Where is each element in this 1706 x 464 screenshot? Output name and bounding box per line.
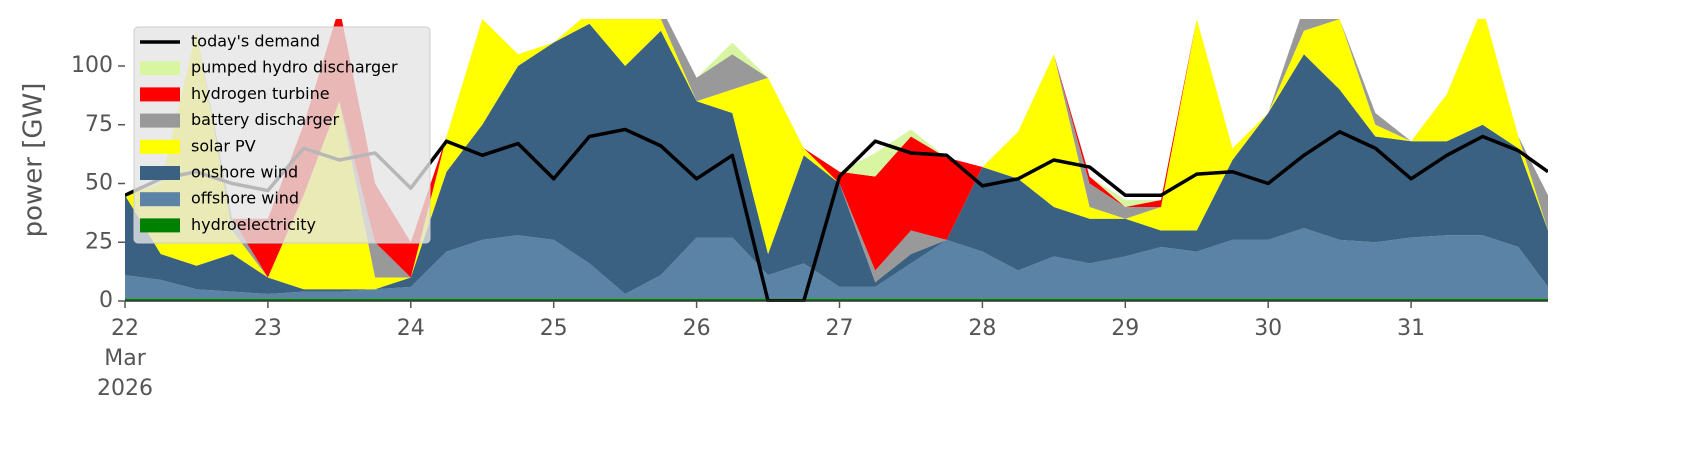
legend-handle xyxy=(140,113,180,128)
y-tick-label: 50 xyxy=(85,171,113,196)
x-tick-label: 30 xyxy=(1254,316,1282,341)
x-tick-label: 25 xyxy=(540,316,568,341)
y-tick-label: 75 xyxy=(85,112,113,137)
legend-label: today's demand xyxy=(191,32,320,51)
legend-label: hydrogen turbine xyxy=(191,84,330,103)
x-tick-label: 26 xyxy=(683,316,711,341)
x-tick-label: 28 xyxy=(968,316,996,341)
legend-label: hydroelectricity xyxy=(191,215,316,234)
y-tick-label: 0 xyxy=(99,288,113,313)
y-axis-label: power [GW] xyxy=(19,83,49,238)
legend-label: pumped hydro discharger xyxy=(191,58,398,77)
area-5 xyxy=(125,23,1548,294)
legend-handle xyxy=(140,192,180,207)
legend-handle xyxy=(140,61,180,76)
x-tick-label: 29 xyxy=(1111,316,1139,341)
legend-label: battery discharger xyxy=(191,110,339,129)
x-tick-label: 31 xyxy=(1397,316,1425,341)
x-tick-label: 23 xyxy=(254,316,282,341)
x-tick-label: 22 xyxy=(111,316,139,341)
x-tick-label: 27 xyxy=(826,316,854,341)
legend-box xyxy=(133,26,431,244)
legend-label: onshore wind xyxy=(191,163,298,182)
x-date-label: 2026 xyxy=(97,376,153,401)
x-date-label: Mar xyxy=(104,346,146,371)
area-6 xyxy=(125,228,1548,299)
legend-label: solar PV xyxy=(191,136,256,155)
x-tick-label: 24 xyxy=(397,316,425,341)
legend-label: offshore wind xyxy=(191,189,299,208)
legend-handle xyxy=(140,218,180,233)
y-tick-label: 100 xyxy=(71,53,113,78)
area-4 xyxy=(125,19,1548,290)
legend-handle xyxy=(140,139,180,154)
legend-handle xyxy=(140,166,180,180)
y-tick-label: 25 xyxy=(85,229,113,254)
legend-handle xyxy=(140,87,180,102)
plot-area xyxy=(125,19,1548,302)
area-2 xyxy=(125,19,1548,278)
legend: today's demand pumped hydro discharger hyd… xyxy=(133,26,431,244)
